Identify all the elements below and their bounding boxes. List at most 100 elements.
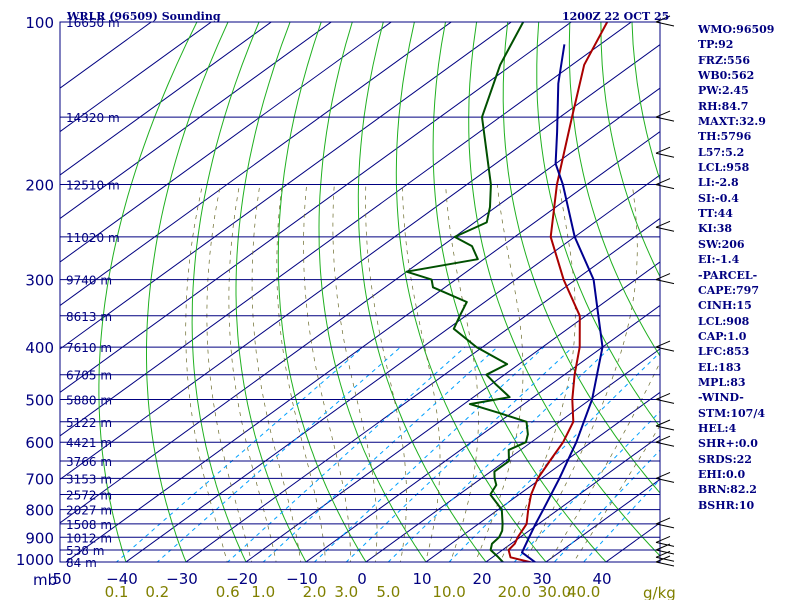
mixing-ratio-line	[115, 346, 364, 562]
dry-adiabat-line	[318, 22, 427, 562]
isotherm-line	[305, 304, 660, 562]
background-lines	[60, 22, 660, 562]
pressure-tick-label: 900	[25, 529, 54, 547]
isotherm-line	[245, 261, 660, 562]
height-label: 5880 m	[66, 393, 112, 407]
mixing-ratio-tick-label: 0.6	[216, 583, 240, 600]
pressure-tick-label: 1000	[16, 551, 54, 569]
wind-barb	[655, 392, 675, 404]
dry-adiabat-line	[146, 22, 229, 562]
mixing-ratio-tick-label: 2.0	[303, 583, 327, 600]
wind-barb	[655, 146, 675, 158]
isotherm-line	[65, 130, 660, 562]
height-label: 8613 m	[66, 310, 112, 324]
mixing-ratio-tick-label: 0.1	[105, 583, 129, 600]
height-label: 16650 m	[66, 16, 120, 30]
mixing-ratio-tick-label: 3.0	[334, 583, 358, 600]
sounding-index: EL:183	[698, 360, 742, 374]
sounding-index: KI:38	[698, 222, 733, 236]
isotherm-line	[60, 22, 573, 394]
pressure-tick-labels: 100 200 300 400 500 600 700 800 900 1000	[16, 14, 54, 569]
wind-barb	[655, 535, 675, 547]
height-label: 3766 m	[66, 455, 112, 469]
sounding-index: CINH:15	[698, 299, 752, 313]
pressure-tick-label: 400	[25, 339, 54, 357]
sounding-index: MPL:83	[698, 375, 746, 389]
height-label: 6705 m	[66, 369, 112, 383]
moist-adiabat-line	[445, 184, 479, 562]
sounding-index: EHI:0.0	[698, 467, 746, 481]
sounding-index: TP:92	[698, 38, 734, 52]
sounding-index: BRN:82.2	[698, 483, 757, 497]
sounding-index: -WIND-	[698, 391, 744, 405]
isotherm-line	[60, 22, 453, 307]
dry-adiabat-line	[235, 22, 307, 562]
dry-adiabat-line	[432, 22, 607, 562]
sounding-index: PW:2.45	[698, 84, 749, 98]
wind-barb	[655, 340, 675, 352]
isotherm-line	[60, 22, 273, 176]
sounding-index: STM:107/4	[698, 406, 765, 420]
temperature-tick-label: 40	[592, 570, 611, 588]
moist-adiabat-line	[206, 184, 252, 562]
sounding-index: -PARCEL-	[698, 268, 758, 282]
dry-adiabat-line	[568, 22, 660, 357]
wind-barb	[655, 220, 675, 232]
temperature-tick-label: −20	[226, 570, 258, 588]
temperature-tick-label: 0	[357, 570, 367, 588]
mixing-ratio-tick-label: 5.0	[376, 583, 400, 600]
plot-frame	[59, 21, 661, 563]
isotherm-line	[60, 22, 513, 350]
mixing-ratio-tick-labels: 0.1 0.2 0.6 1.0 2.0 3.0 5.0 10.0 20.0 30.040.0	[105, 583, 601, 600]
height-labels: 16650 m 14320 m 12510 m 11020 m 9740 m 8613 m…	[66, 16, 120, 570]
moist-adiabat-line	[499, 184, 576, 562]
sounding-index: SI:-0.4	[698, 191, 739, 205]
sounding-index: LFC:853	[698, 345, 750, 359]
isotherm-line	[60, 22, 633, 437]
height-label: 1508 m	[66, 518, 112, 532]
isobars	[60, 21, 660, 563]
isotherm-line	[365, 348, 660, 562]
sounding-index: TH:5796	[698, 130, 752, 144]
temperature-tick-label: 20	[472, 570, 491, 588]
observation-time: 1200Z 22 OCT 25	[562, 10, 669, 23]
chart-title: WRLR (96509) Sounding	[66, 10, 221, 23]
mixing-ratio-tick-label: 1.0	[251, 583, 275, 600]
wind-barb	[655, 543, 675, 555]
dry-adiabat-line	[98, 22, 198, 562]
mixing-ratio-line	[313, 346, 545, 562]
isotherm-line	[60, 22, 393, 263]
dry-adiabat-line	[468, 22, 660, 557]
wind-barb	[655, 555, 675, 567]
dry-adiabat-line	[502, 22, 660, 494]
sounding-indices-list: WMO:96509 TP:92 FRZ:556 WB0:562 PW:2.45 RH:84…	[698, 22, 798, 513]
temperature-tick-label: 10	[412, 570, 431, 588]
dry-adiabat-line	[191, 22, 260, 562]
isotherm-line	[485, 435, 660, 562]
sounding-index: SHR+:0.0	[698, 437, 758, 451]
wind-barbs	[655, 15, 675, 567]
wind-barb	[655, 110, 675, 122]
isotherm-line	[60, 44, 660, 480]
mixing-ratio-tick-label: 20.0	[498, 583, 531, 600]
moist-adiabat-line	[474, 184, 524, 562]
wind-barb	[655, 273, 675, 285]
wind-barb	[655, 178, 675, 190]
sounding-index: L57:5.2	[698, 145, 745, 159]
height-label: 9740 m	[66, 274, 112, 288]
sounding-index: SRDS:22	[698, 452, 752, 466]
isotherm-line	[60, 22, 333, 220]
moist-adiabat-line	[402, 184, 441, 562]
height-label: 4421 m	[66, 436, 112, 450]
sounding-index: HEL:4	[698, 421, 737, 435]
mixing-ratio-line	[583, 478, 660, 562]
sounding-index: LCL:908	[698, 314, 750, 328]
sounding-index: WMO:96509	[698, 23, 775, 36]
sounding-index: BSHR:10	[698, 498, 755, 512]
mixing-ratio-tick-label: 0.2	[145, 583, 169, 600]
sounding-index: CAPE:797	[698, 283, 759, 297]
pressure-tick-label: 500	[25, 391, 54, 409]
sounding-index: LCL:958	[698, 161, 750, 175]
sounding-profiles	[405, 22, 609, 562]
temperature-tick-labels: 50 −40 −30 −20 −10 0 10 20 30 40	[52, 570, 611, 588]
